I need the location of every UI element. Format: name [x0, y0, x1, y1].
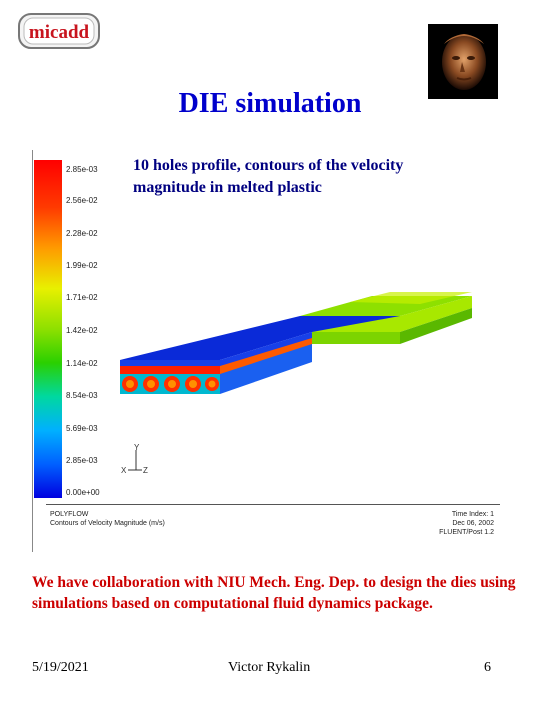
axis-triad: Y X Z	[121, 443, 148, 475]
scale-label: 1.99e-02	[66, 261, 98, 270]
micadd-logo: micadd	[18, 13, 100, 49]
scale-label: 8.54e-03	[66, 391, 98, 400]
axis-y-label: Y	[134, 443, 140, 452]
footer-author: Victor Rykalin	[228, 660, 311, 675]
scale-label: 2.85e-03	[66, 456, 98, 465]
die-model-render	[120, 292, 472, 394]
axis-x-label: X	[121, 466, 127, 475]
scale-label: 2.56e-02	[66, 196, 98, 205]
die-holes	[122, 376, 219, 392]
footer-page-number: 6	[484, 660, 491, 675]
plot-description: Contours of Velocity Magnitude (m/s)	[50, 520, 165, 527]
statue-portrait-image	[428, 24, 498, 99]
scale-label: 1.71e-02	[66, 293, 98, 302]
scale-label: 2.85e-03	[66, 165, 98, 174]
axis-z-label: Z	[143, 466, 148, 475]
scale-label: 1.42e-02	[66, 326, 98, 335]
logo-text: micadd	[29, 22, 90, 43]
collaboration-note: We have collaboration with NIU Mech. Eng…	[32, 574, 516, 612]
render-date: Dec 06, 2002	[452, 520, 494, 527]
figure-info-box: POLYFLOW Contours of Velocity Magnitude …	[46, 504, 500, 549]
figure-caption: 10 holes profile, contours of the veloci…	[133, 157, 404, 196]
scale-label: 2.28e-02	[66, 229, 98, 238]
time-index: Time Index: 1	[451, 511, 494, 518]
software-name: POLYFLOW	[50, 511, 89, 518]
scale-label: 0.00e+00	[66, 488, 100, 497]
slide-title: DIE simulation	[178, 88, 362, 119]
scale-label: 5.69e-03	[66, 424, 98, 433]
velocity-color-scale	[34, 160, 62, 498]
software-version: FLUENT/Post 1.2	[439, 529, 494, 536]
scale-label: 1.14e-02	[66, 359, 98, 368]
footer-date: 5/19/2021	[32, 660, 89, 675]
